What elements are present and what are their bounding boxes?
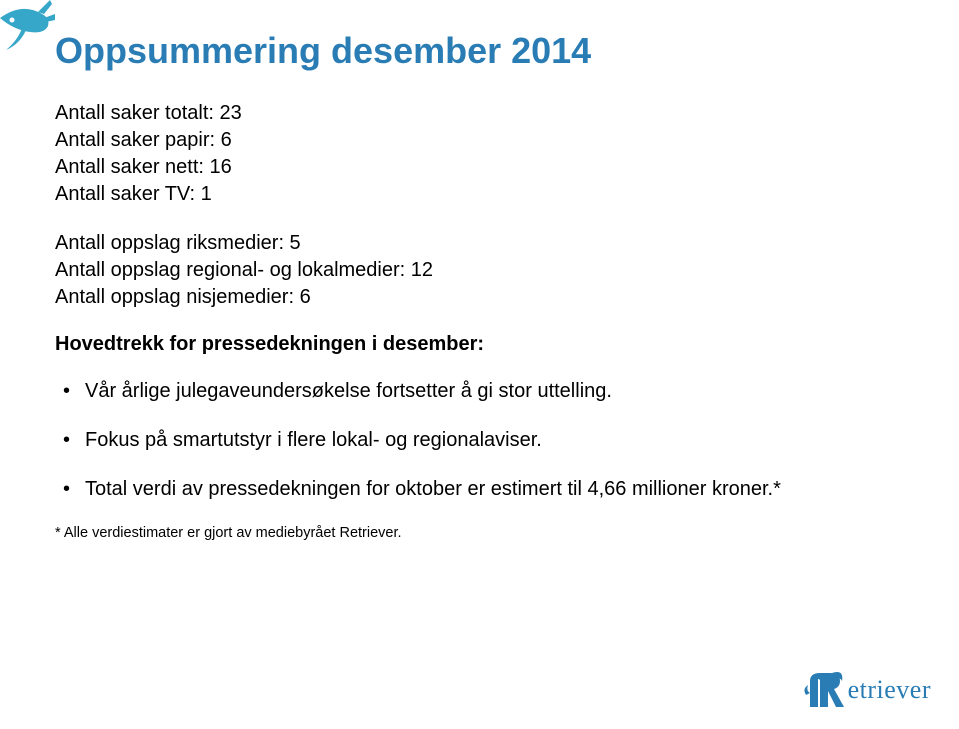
stat-line: Antall oppslag nisjemedier: 6 <box>55 284 904 311</box>
stat-line: Antall saker papir: 6 <box>55 127 904 154</box>
bullet-list: Vår årlige julegaveundersøkelse fortsett… <box>63 378 904 503</box>
footnote: * Alle verdiestimater er gjort av medieb… <box>55 525 904 541</box>
bullet-item: Total verdi av pressedekningen for oktob… <box>63 476 904 503</box>
stat-line: Antall oppslag riksmedier: 5 <box>55 230 904 257</box>
slide: Oppsummering desember 2014 Antall saker … <box>0 0 959 729</box>
fish-icon <box>0 0 55 60</box>
bullet-item: Vår årlige julegaveundersøkelse fortsett… <box>63 378 904 405</box>
stat-line: Antall saker totalt: 23 <box>55 100 904 127</box>
stats-block-2: Antall oppslag riksmedier: 5 Antall opps… <box>55 230 904 311</box>
retriever-logo: etriever <box>804 671 931 709</box>
bullet-item: Fokus på smartutstyr i flere lokal- og r… <box>63 427 904 454</box>
subheading: Hovedtrekk for pressedekningen i desembe… <box>55 333 904 356</box>
stat-line: Antall saker nett: 16 <box>55 154 904 181</box>
page-title: Oppsummering desember 2014 <box>55 30 904 72</box>
stat-line: Antall saker TV: 1 <box>55 181 904 208</box>
stats-block-1: Antall saker totalt: 23 Antall saker pap… <box>55 100 904 208</box>
stat-line: Antall oppslag regional- og lokalmedier:… <box>55 257 904 284</box>
retriever-logo-text: etriever <box>848 675 931 705</box>
retriever-dog-icon <box>804 671 846 709</box>
